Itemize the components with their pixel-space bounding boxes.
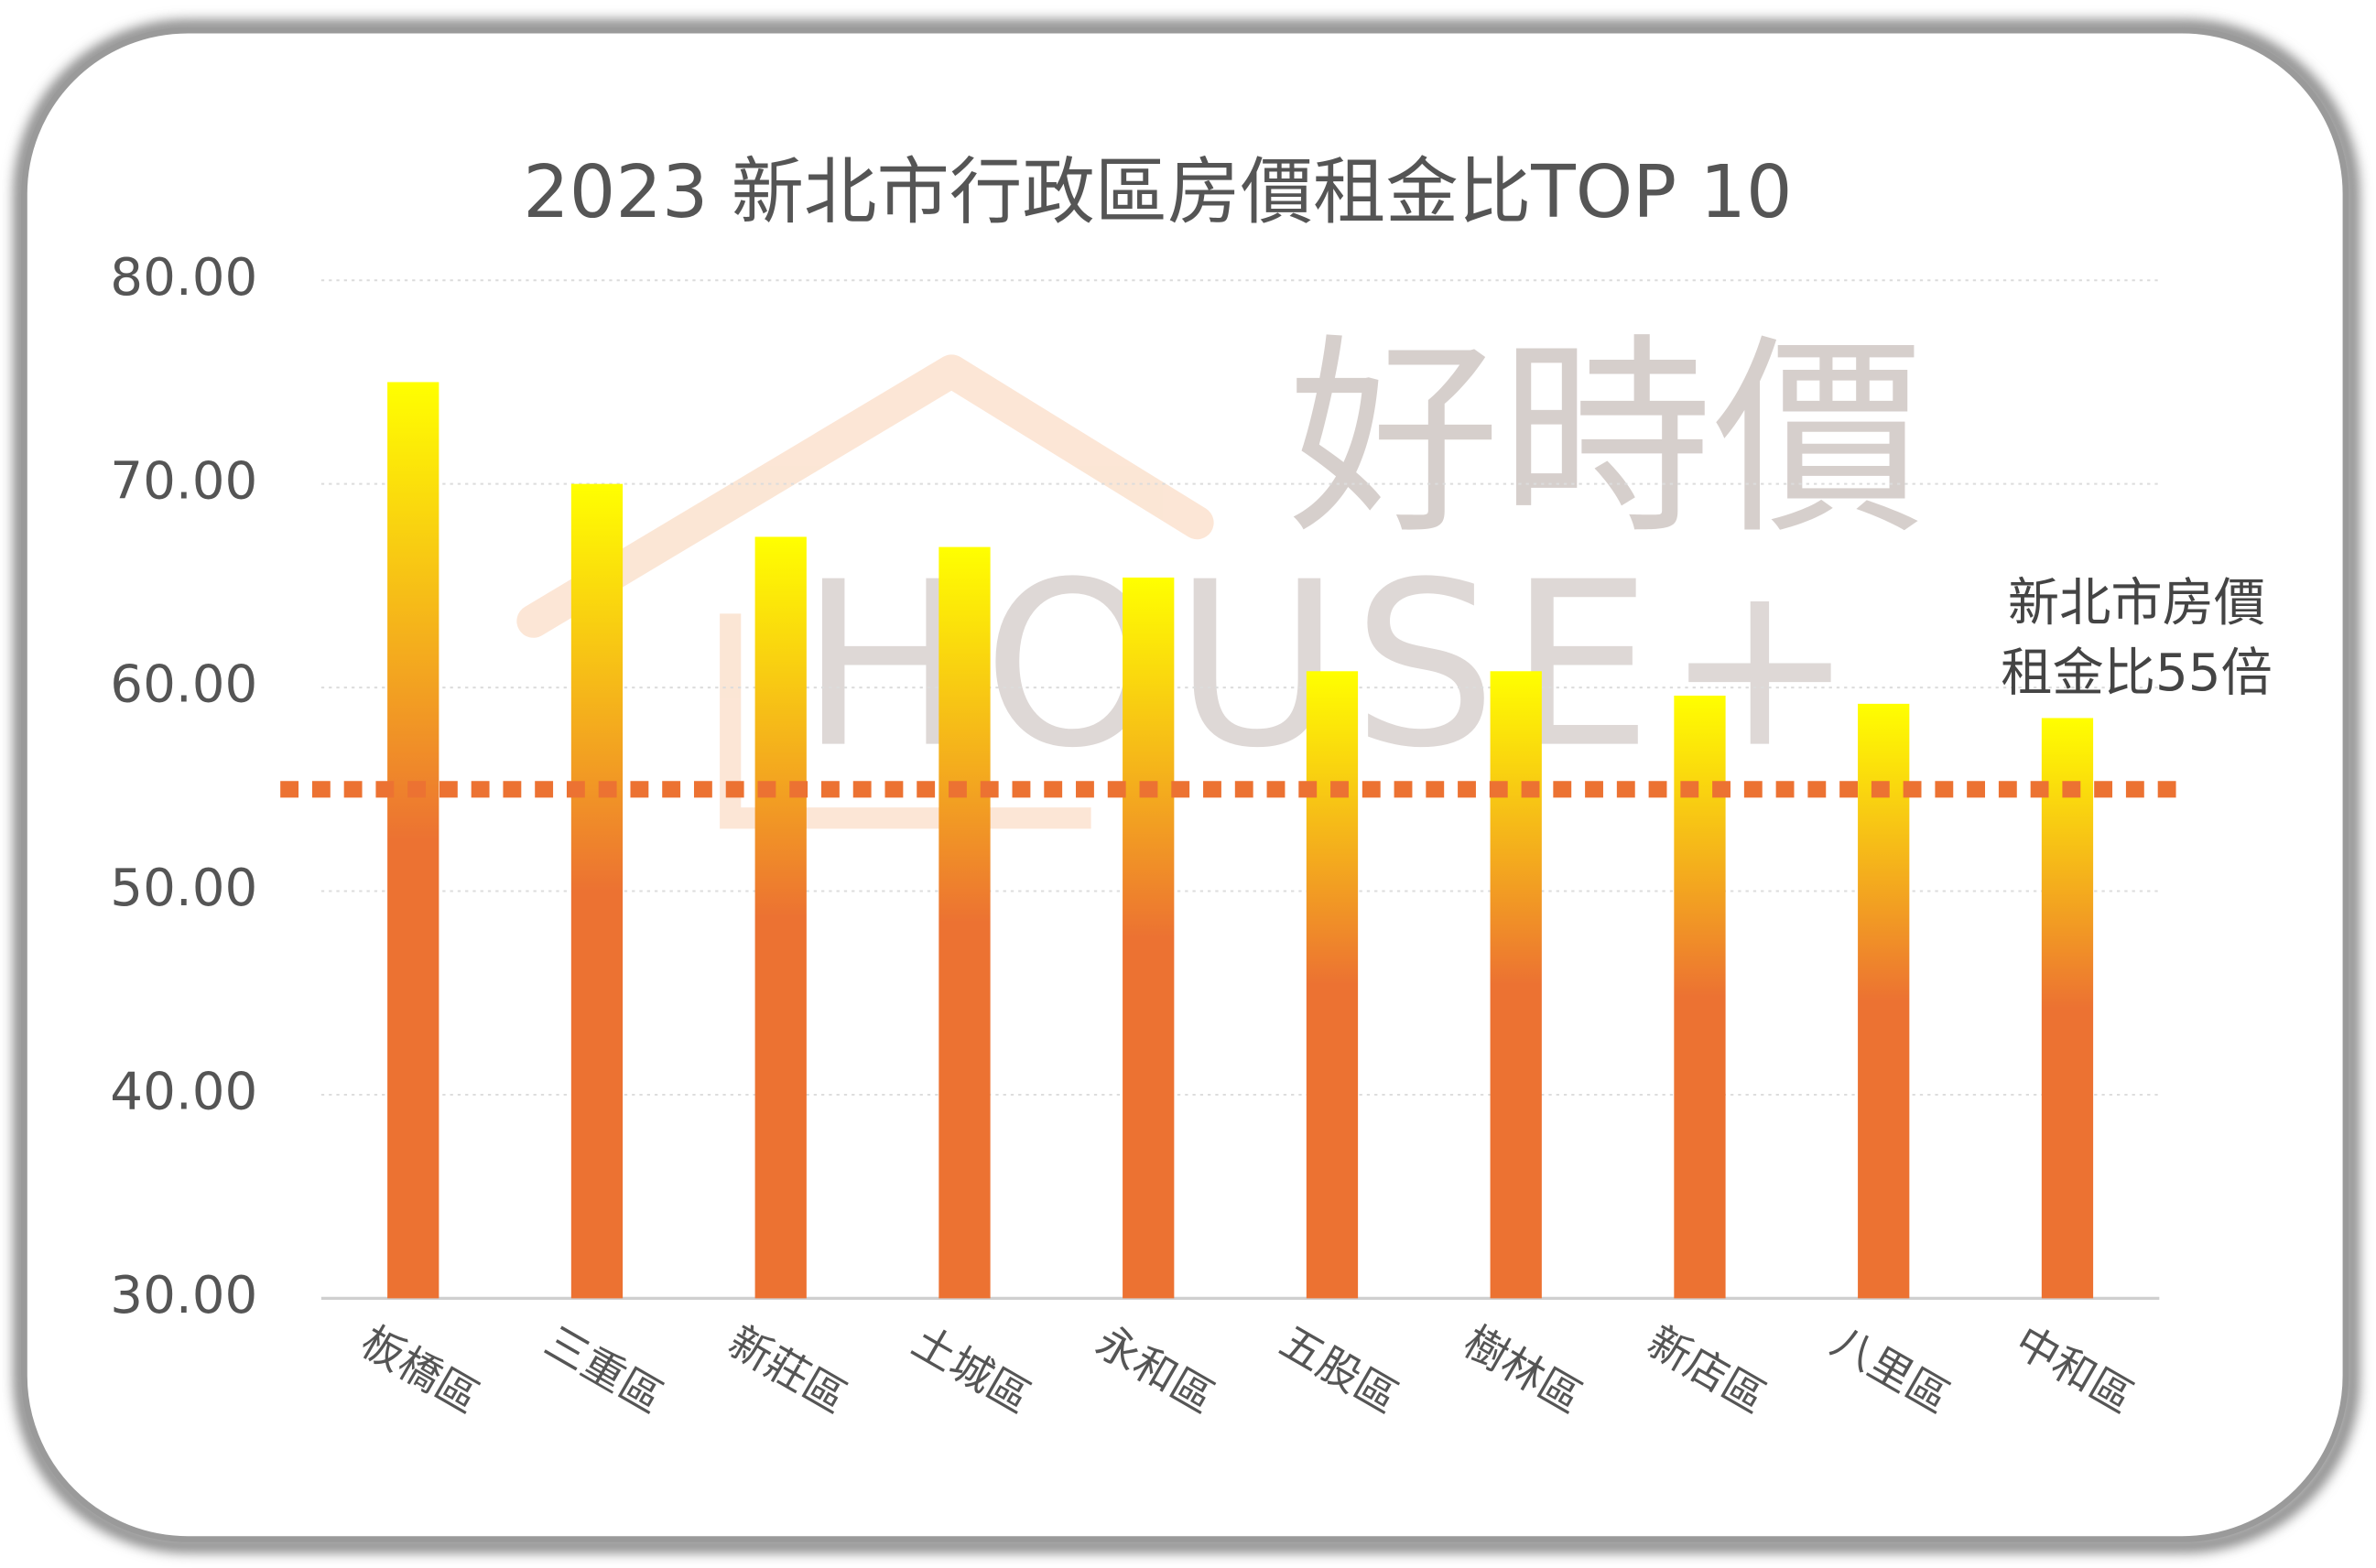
y-tick-label: 50.00 (110, 859, 257, 918)
reference-label: 新北市房價 (2008, 574, 2265, 633)
bar (754, 536, 807, 1299)
y-tick-label: 80.00 (110, 248, 257, 308)
reference-label: 租金比55倍 (2001, 643, 2273, 703)
y-tick-label: 70.00 (110, 451, 257, 511)
watermark-roof (516, 354, 1214, 638)
bar (1123, 577, 1175, 1299)
y-tick-label: 60.00 (110, 655, 257, 715)
bar (2041, 718, 2094, 1299)
bar (1858, 703, 1910, 1299)
watermark-cn: 好時價 (1288, 316, 1925, 563)
y-tick-label: 40.00 (110, 1063, 257, 1122)
bar (1306, 671, 1359, 1299)
bar (938, 546, 991, 1299)
bar (1490, 671, 1542, 1299)
y-tick-label: 30.00 (110, 1266, 257, 1325)
bar (387, 382, 439, 1299)
bar (570, 483, 624, 1299)
chart-title: 2023 新北市行政區房價租金比TOP 10 (523, 149, 1792, 234)
